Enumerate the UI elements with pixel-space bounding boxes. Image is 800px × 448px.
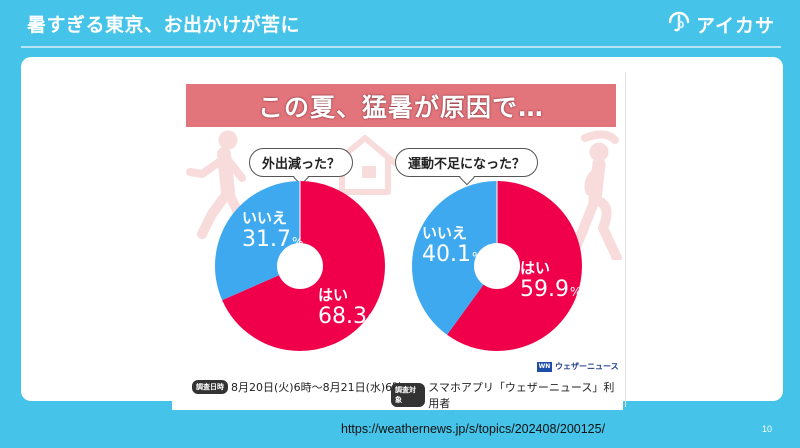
survey-period-text: 8月20日(火)6時〜8月21日(水)6時 — [231, 381, 404, 394]
label-outing-yes: はい 68.3% — [318, 286, 380, 329]
label-value: 59.9 — [520, 277, 569, 302]
survey-target: 調査対象 スマホアプリ「ウェザーニュース」利用者 — [391, 379, 623, 411]
label-value: 40.1 — [422, 242, 471, 267]
label-category: いいえ — [422, 224, 468, 242]
question-bubble-outing: 外出減った？ — [249, 148, 354, 177]
donut-chart-exercise — [412, 181, 582, 351]
weathernews-logo: WN ウェザーニュース — [537, 361, 619, 372]
label-category: いいえ — [242, 209, 288, 227]
label-exercise-yes: はい 59.9% — [520, 259, 582, 302]
label-value: 31.7 — [242, 227, 291, 252]
figure-banner: この夏、猛暑が原因で… — [186, 84, 616, 127]
brand-logo: アイカサ — [668, 11, 775, 38]
label-value: 68.3 — [318, 304, 367, 329]
slide-title: 暑すぎる東京、お出かけが苦に — [27, 14, 301, 36]
figure-divider — [625, 72, 626, 407]
umbrella-icon — [668, 11, 690, 38]
survey-target-badge: 調査対象 — [391, 383, 426, 407]
source-link[interactable]: https://weathernews.jp/s/topics/202408/2… — [341, 422, 606, 436]
survey-target-text: スマホアプリ「ウェザーニュース」利用者 — [428, 381, 615, 410]
banner-text: この夏、猛暑が原因で… — [257, 92, 544, 122]
logo-text: アイカサ — [696, 15, 776, 37]
label-category: はい — [318, 286, 349, 304]
title-divider — [21, 46, 781, 48]
survey-period-badge: 調査日時 — [192, 380, 228, 394]
label-exercise-no: いいえ 40.1% — [422, 224, 484, 267]
label-outing-no: いいえ 31.7% — [242, 209, 304, 252]
page-number: 10 — [762, 424, 773, 434]
survey-figure: この夏、猛暑が原因で… 外出減った？ — [172, 68, 623, 410]
weathernews-mark-icon: WN — [537, 361, 552, 372]
weathernews-brand: ウェザーニュース — [555, 362, 619, 371]
survey-period: 調査日時 8月20日(火)6時〜8月21日(水)6時 — [192, 379, 403, 395]
label-category: はい — [520, 259, 551, 277]
question-bubble-exercise: 運動不足になった？ — [395, 148, 539, 177]
donut-chart-outing — [215, 181, 385, 351]
